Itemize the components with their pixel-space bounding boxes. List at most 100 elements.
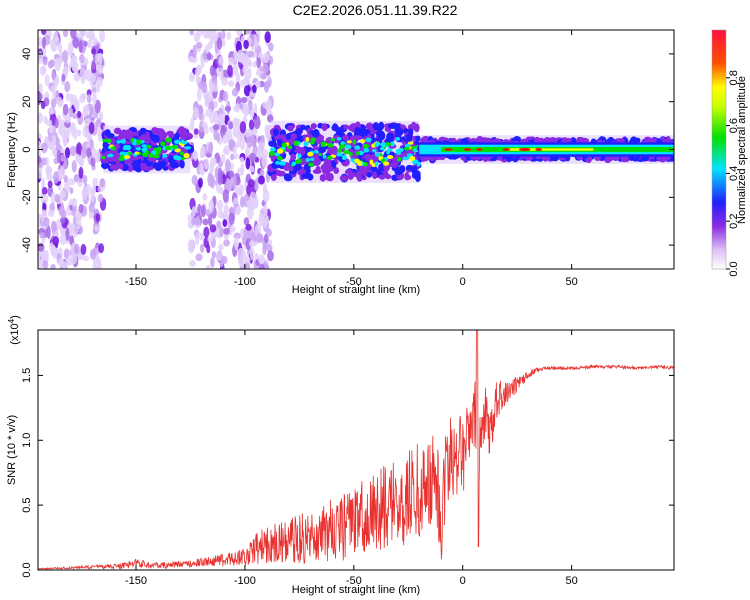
spectrogram-blob — [88, 202, 95, 215]
spectrogram-blob — [223, 239, 230, 247]
spectrogram-peak-blob — [276, 156, 283, 161]
spectrogram-peak-blob — [360, 139, 366, 144]
spectrogram-peak-blob — [173, 155, 180, 161]
spectrogram-band-blob — [310, 123, 317, 130]
spectrogram-band-blob — [179, 159, 185, 169]
spectrogram-blob — [220, 153, 226, 164]
spectrogram-blob — [56, 149, 62, 164]
spectrogram-band-blob — [395, 130, 402, 140]
spectrogram-peak-blob — [403, 146, 410, 151]
spectrogram-band-blob — [283, 164, 290, 171]
spectrogram-blob — [56, 96, 63, 105]
spectrogram-blob — [267, 250, 274, 262]
spectrogram-blob — [41, 36, 46, 49]
spectrogram-peak-blob — [348, 151, 353, 157]
spectrogram-blob — [203, 226, 210, 238]
spectrogram-blob — [82, 125, 89, 138]
spectrogram-blob — [42, 58, 48, 66]
spectrogram-peak-blob — [336, 137, 342, 141]
spectrogram-blob — [65, 129, 70, 138]
spectrogram-blob — [229, 153, 235, 161]
spectrogram-blob — [76, 142, 83, 157]
spectrogram-blob — [96, 117, 102, 125]
spectrogram-blob — [62, 103, 69, 116]
spectrogram-blob — [231, 88, 239, 97]
spectrogram-peak-blob — [183, 152, 190, 159]
spectrogram-peak-blob — [344, 144, 352, 150]
spectrogram-blob — [211, 30, 217, 40]
spectrogram-blob — [217, 176, 224, 186]
spectrogram-blob — [233, 186, 239, 194]
spectrogram-blob — [199, 163, 204, 175]
spectrogram-blob — [248, 165, 255, 173]
spectrogram-band-blob — [177, 126, 186, 135]
spectrogram-blob — [98, 53, 103, 65]
spectrogram-blob — [38, 140, 42, 152]
spectrogram-blob — [40, 100, 46, 110]
spectrogram-blob — [91, 184, 97, 195]
spectrogram-blob — [207, 214, 213, 227]
spectrogram-blob — [191, 217, 196, 226]
spectrogram-blob — [224, 105, 232, 112]
spectrogram-peak-blob — [402, 156, 409, 161]
spectrogram-blob — [249, 109, 255, 119]
spectrogram-peak-blob — [303, 141, 309, 147]
spectrogram-blob — [204, 99, 210, 108]
spectrogram-carrier-peak — [444, 148, 453, 151]
spectrogram-blob — [187, 239, 195, 254]
spectrogram-peak-blob — [132, 141, 137, 146]
spectrogram-blob — [64, 147, 71, 159]
spectrogram-band-blob — [312, 129, 320, 138]
spectrogram-blob — [264, 31, 271, 44]
spectrogram-blob — [98, 243, 105, 254]
spectrogram-blob — [200, 204, 206, 218]
spectrogram-band-blob — [634, 137, 641, 143]
spectrogram-band-blob — [393, 122, 401, 130]
spectrogram-blob — [243, 39, 249, 50]
spectrogram-blob — [240, 96, 248, 104]
spectrogram-peak-blob — [383, 161, 390, 166]
spectrogram-peak-blob — [340, 141, 345, 145]
spectrogram-blob — [250, 231, 258, 244]
spectrogram-blob — [229, 225, 236, 233]
spectrogram-blob — [212, 111, 219, 123]
spectrogram-peak-blob — [146, 144, 152, 149]
colorbar-gradient — [711, 29, 727, 270]
chart-title: C2E2.2026.051.11.39.R22 — [292, 2, 458, 18]
spectrogram-peak-blob — [310, 137, 317, 142]
spectrogram-blob — [94, 225, 100, 232]
spectrogram-blob — [58, 205, 65, 217]
spectrogram-peak-blob — [275, 160, 281, 165]
spectrogram-blob — [67, 42, 74, 56]
spectrogram-blob — [235, 205, 241, 216]
spectrogram-band-blob — [315, 165, 321, 173]
spectrogram-blob — [79, 93, 86, 104]
spectrogram-blob — [264, 80, 271, 88]
spectrogram-blob — [239, 156, 245, 164]
spectrogram-blob — [73, 72, 81, 82]
spectrogram-blob — [62, 49, 69, 63]
spectrogram-blob — [266, 132, 271, 139]
spectrogram-peak-blob — [141, 144, 148, 148]
spectrogram-blob — [199, 232, 205, 241]
spectrogram-blob — [82, 174, 88, 184]
spectrogram-blob — [38, 167, 43, 179]
spectrogram-x-ticks: -150 -100 -50 0 50 — [125, 30, 578, 288]
snr-y-label: SNR (10 * v/v) — [6, 415, 18, 485]
spectrogram-band-blob — [283, 173, 293, 182]
spectrogram-blob — [268, 42, 274, 52]
spectrogram-blob — [248, 178, 255, 188]
spectrogram-blob — [207, 172, 213, 187]
spectrogram-blob — [40, 30, 47, 36]
spectrogram-peak-blob — [154, 153, 159, 158]
spectrogram-peak-blob — [174, 148, 181, 153]
spectrogram-x-tick-label: 50 — [566, 276, 578, 288]
spectrogram-blob — [38, 92, 42, 106]
spectrogram-peak-blob — [162, 154, 168, 158]
spectrogram-blob — [216, 199, 224, 211]
spectrogram-blob — [82, 255, 90, 262]
colorbar: 0.0 0.2 0.4 0.6 0.8 Normalized spectral ampl… — [711, 29, 748, 277]
spectrogram-blob — [71, 112, 79, 119]
spectrogram-blob — [49, 242, 54, 252]
spectrogram-peak-blob — [124, 151, 129, 157]
